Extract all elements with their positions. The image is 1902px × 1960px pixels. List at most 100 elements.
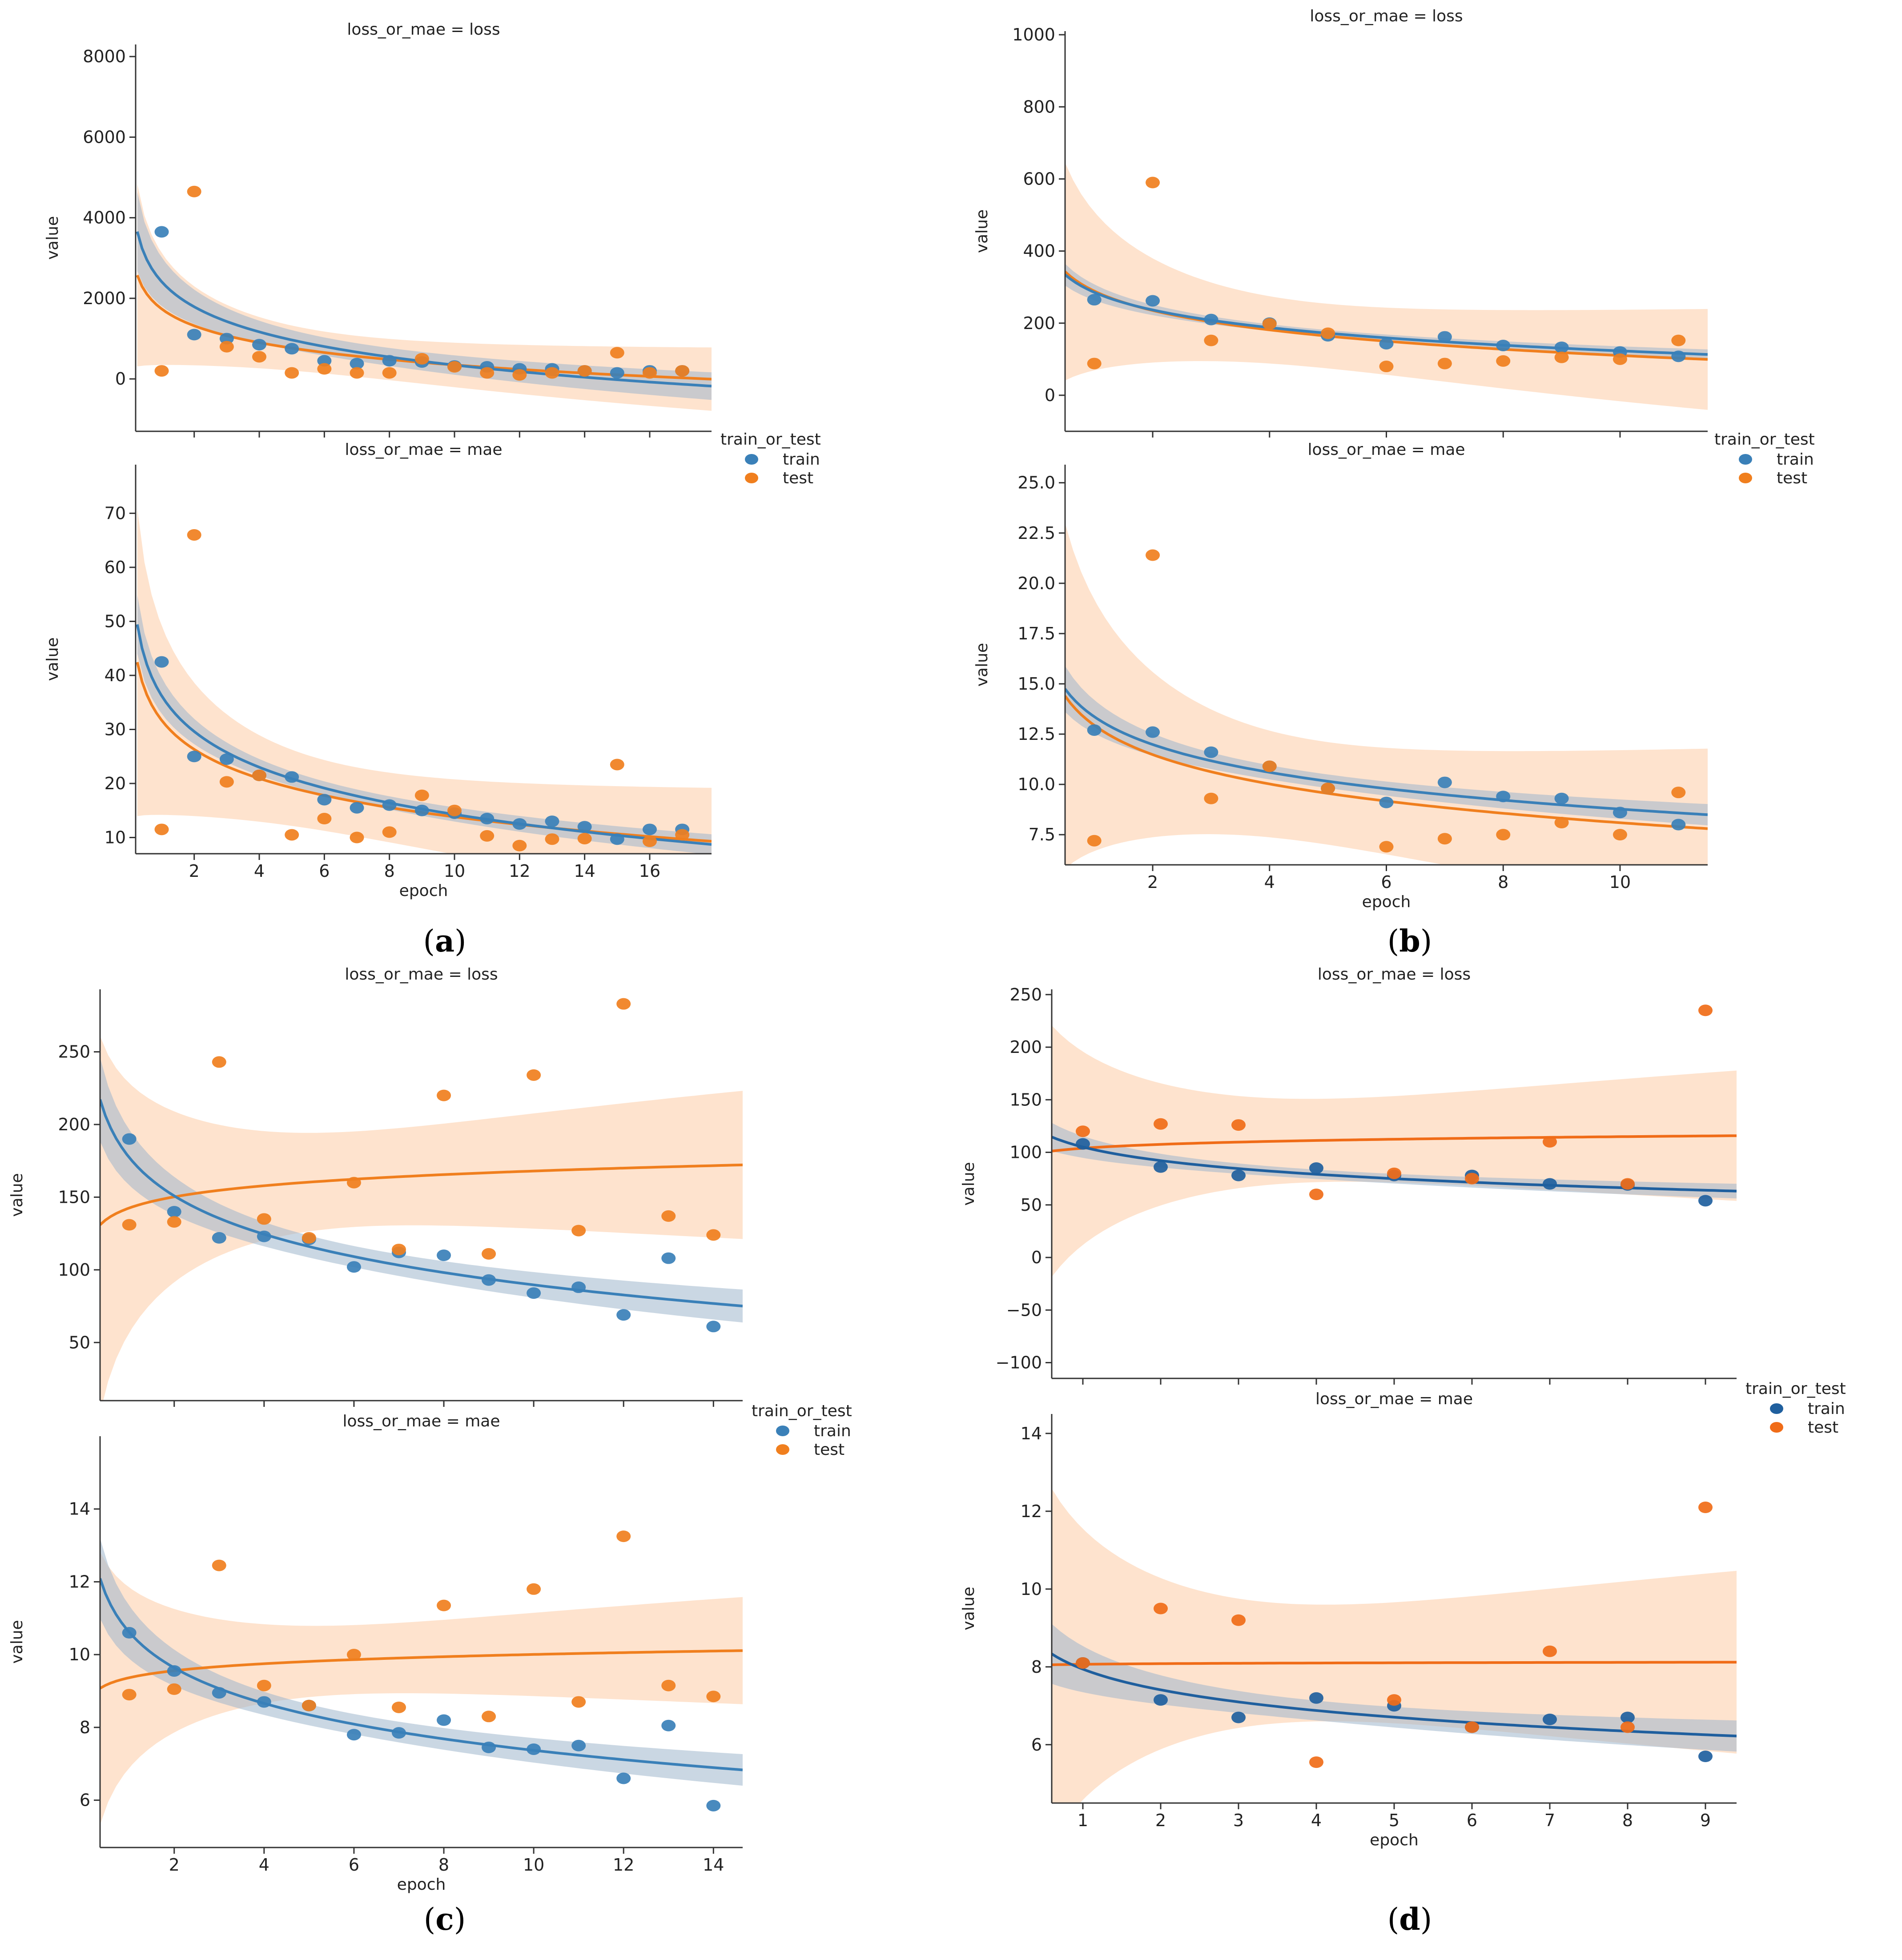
legend-label-train: train <box>814 1422 851 1440</box>
x-tick-label: 12 <box>509 861 530 881</box>
point-train-13 <box>545 815 559 827</box>
point-train-7 <box>1543 1713 1557 1725</box>
point-train-3 <box>1231 1711 1246 1723</box>
point-test-2 <box>1146 177 1160 189</box>
point-train-5 <box>285 771 299 783</box>
chart-d-panel-loss: −100 −50 0 50 100 150 200 250 loss_or_mae = loss… <box>960 965 1737 1385</box>
x-tick-label: 6 <box>349 1855 359 1875</box>
y-tick-label: 200 <box>1023 313 1055 333</box>
y-tick-label: −100 <box>996 1353 1042 1373</box>
point-test-7 <box>350 831 364 843</box>
y-axis-label: value <box>960 1586 978 1630</box>
y-tick-label: 4000 <box>83 208 126 228</box>
point-train-2 <box>167 1206 181 1218</box>
point-test-8 <box>1621 1178 1635 1190</box>
point-test-13 <box>661 1679 676 1691</box>
point-train-8 <box>1621 1711 1635 1723</box>
point-train-4 <box>257 1230 271 1242</box>
point-test-11 <box>480 830 495 842</box>
x-tick-label: 6 <box>1467 1811 1477 1830</box>
x-tick-label: 14 <box>574 861 595 881</box>
y-axis-label: value <box>8 1620 26 1663</box>
point-train-12 <box>616 1772 631 1784</box>
chart-c: 50 100 150 200 250 loss_or_mae = loss value 6 8 1… <box>8 965 852 1894</box>
point-test-4 <box>252 769 267 781</box>
point-train-4 <box>1309 1692 1323 1704</box>
point-train-2 <box>187 751 201 763</box>
fit-line-test <box>1052 1134 1737 1153</box>
point-train-8 <box>437 1249 451 1261</box>
y-tick-label: 8 <box>1031 1657 1042 1677</box>
point-train-9 <box>1554 792 1569 804</box>
chart-c-panel-loss: 50 100 150 200 250 loss_or_mae = loss value <box>8 965 743 1407</box>
legend-marker-test <box>1739 473 1752 483</box>
y-tick-label: 12 <box>1021 1502 1042 1521</box>
y-tick-label: 0 <box>1045 386 1055 405</box>
point-train-2 <box>1146 295 1160 307</box>
chart-b-panel-mae: 7.5 10.0 12.5 15.0 17.5 20.0 22.5 25.0 2 4 6 8 10 los… <box>973 441 1708 911</box>
y-axis-label: value <box>44 216 62 260</box>
point-test-8 <box>382 367 397 379</box>
y-tick-label: 8000 <box>83 47 126 66</box>
y-tick-label: 100 <box>58 1260 90 1280</box>
y-tick-label: 22.5 <box>1017 523 1055 543</box>
fit-line-test <box>100 1649 743 1690</box>
chart-a: 0 2000 4000 6000 8000 loss_or_mae = loss value… <box>44 20 821 900</box>
x-tick-label: 2 <box>1155 1811 1166 1830</box>
panel-title: loss_or_mae = loss <box>347 20 500 39</box>
point-test-7 <box>1543 1136 1557 1148</box>
legend-title: train_or_test <box>1714 430 1815 449</box>
point-train-13 <box>661 1252 676 1264</box>
point-test-2 <box>167 1683 181 1695</box>
point-train-8 <box>382 355 397 367</box>
y-tick-label: 0 <box>1031 1248 1042 1267</box>
point-train-7 <box>1543 1178 1557 1190</box>
point-test-10 <box>527 1069 541 1081</box>
point-test-4 <box>252 351 267 363</box>
y-tick-label: 7.5 <box>1029 825 1055 844</box>
point-train-1 <box>154 226 169 238</box>
point-test-7 <box>391 1244 406 1256</box>
x-axis-label: epoch <box>397 1876 446 1894</box>
y-axis-label: value <box>8 1173 26 1217</box>
point-test-3 <box>212 1559 226 1571</box>
y-tick-label: 800 <box>1023 97 1055 116</box>
point-train-2 <box>187 329 201 341</box>
point-train-3 <box>1231 1169 1246 1181</box>
x-axis-label: epoch <box>399 882 448 900</box>
point-test-3 <box>212 1056 226 1068</box>
y-tick-label: 50 <box>105 611 126 631</box>
point-train-3 <box>1204 746 1218 758</box>
point-train-12 <box>616 1309 631 1321</box>
legend-title: train_or_test <box>720 430 821 449</box>
point-test-12 <box>616 998 631 1010</box>
x-tick-label: 4 <box>254 861 265 881</box>
point-test-4 <box>1262 318 1277 330</box>
fit-line-train <box>1065 688 1708 816</box>
y-axis-label: value <box>973 643 991 687</box>
point-test-7 <box>1543 1645 1557 1657</box>
legend-label-test: test <box>1808 1418 1838 1437</box>
legend-marker-train <box>745 454 758 465</box>
point-test-6 <box>1465 1173 1479 1185</box>
point-test-8 <box>1496 355 1511 367</box>
fit-line-train <box>100 1578 743 1771</box>
point-train-6 <box>1379 337 1394 349</box>
legend-marker-train <box>776 1426 789 1436</box>
legend-label-train: train <box>783 450 820 469</box>
point-test-4 <box>1309 1756 1323 1768</box>
point-test-12 <box>512 369 527 381</box>
x-tick-label: 2 <box>169 1855 180 1875</box>
point-test-2 <box>187 185 201 197</box>
x-tick-label: 4 <box>1311 1811 1322 1830</box>
point-train-2 <box>1154 1161 1168 1173</box>
point-train-1 <box>122 1627 137 1639</box>
point-test-12 <box>616 1530 631 1542</box>
point-train-9 <box>1698 1195 1713 1207</box>
chart-b: 0 200 400 600 800 1000 loss_or_mae = loss value… <box>973 7 1815 911</box>
point-train-5 <box>285 343 299 355</box>
point-train-8 <box>1496 791 1511 803</box>
point-train-6 <box>346 1261 361 1273</box>
point-test-12 <box>512 839 527 851</box>
